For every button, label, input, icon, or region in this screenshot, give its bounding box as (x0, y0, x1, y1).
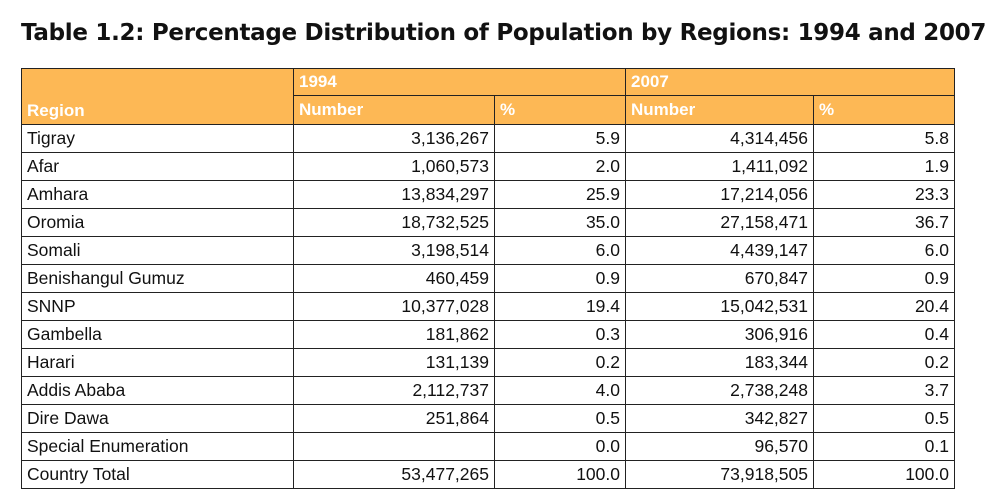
number-2007-cell: 15,042,531 (625, 292, 814, 321)
header-region: Region (21, 68, 294, 125)
number-2007-cell: 1,411,092 (625, 152, 814, 181)
percent-1994-cell: 0.0 (494, 432, 626, 461)
header-year-1994: 1994 (293, 68, 626, 96)
population-table: Region 1994 2007 Number % Number % Tigra… (21, 68, 955, 489)
table-row: Oromia 18,732,525 35.0 27,158,471 36.7 (21, 208, 955, 237)
table-row: Tigray 3,136,267 5.9 4,314,456 5.8 (21, 124, 955, 153)
table-row: Afar 1,060,573 2.0 1,411,092 1.9 (21, 152, 955, 181)
table-row: Country Total 53,477,265 100.0 73,918,505 10… (21, 460, 955, 489)
number-1994-cell: 2,112,737 (293, 376, 495, 405)
region-cell: Addis Ababa (21, 376, 294, 405)
region-cell: Dire Dawa (21, 404, 294, 433)
number-2007-cell: 73,918,505 (625, 460, 814, 489)
number-1994-cell: 1,060,573 (293, 152, 495, 181)
number-1994-cell: 10,377,028 (293, 292, 495, 321)
table-row: SNNP 10,377,028 19.4 15,042,531 20.4 (21, 292, 955, 321)
number-1994-cell: 181,862 (293, 320, 495, 349)
number-1994-cell: 3,136,267 (293, 124, 495, 153)
region-cell: Special Enumeration (21, 432, 294, 461)
number-2007-cell: 4,439,147 (625, 236, 814, 265)
percent-1994-cell: 35.0 (494, 208, 626, 237)
number-1994-cell: 3,198,514 (293, 236, 495, 265)
percent-1994-cell: 0.5 (494, 404, 626, 433)
table-row: Special Enumeration 0.0 96,570 0.1 (21, 432, 955, 461)
table-body: Tigray 3,136,267 5.9 4,314,456 5.8 Afar 1,060,… (21, 124, 955, 489)
header-row-fields: Number % Number % (22, 95, 955, 125)
number-2007-cell: 183,344 (625, 348, 814, 377)
region-cell: Somali (21, 236, 294, 265)
header-number-1994: Number (293, 95, 495, 125)
table-row: Somali 3,198,514 6.0 4,439,147 6.0 (21, 236, 955, 265)
header-percent-1994: % (494, 95, 626, 125)
number-1994-cell: 53,477,265 (293, 460, 495, 489)
number-1994-cell (293, 432, 495, 461)
region-cell: Afar (21, 152, 294, 181)
percent-2007-cell: 3.7 (813, 376, 955, 405)
table-header: Region 1994 2007 Number % Number % (21, 68, 955, 125)
number-1994-cell: 460,459 (293, 264, 495, 293)
percent-2007-cell: 100.0 (813, 460, 955, 489)
percent-2007-cell: 0.9 (813, 264, 955, 293)
header-year-2007: 2007 (625, 68, 955, 96)
number-2007-cell: 96,570 (625, 432, 814, 461)
header-number-2007: Number (625, 95, 814, 125)
table-row: Dire Dawa 251,864 0.5 342,827 0.5 (21, 404, 955, 433)
percent-1994-cell: 19.4 (494, 292, 626, 321)
region-cell: Gambella (21, 320, 294, 349)
percent-1994-cell: 6.0 (494, 236, 626, 265)
number-2007-cell: 2,738,248 (625, 376, 814, 405)
percent-2007-cell: 1.9 (813, 152, 955, 181)
percent-1994-cell: 5.9 (494, 124, 626, 153)
percent-2007-cell: 0.1 (813, 432, 955, 461)
table-row: Gambella 181,862 0.3 306,916 0.4 (21, 320, 955, 349)
number-2007-cell: 670,847 (625, 264, 814, 293)
percent-2007-cell: 36.7 (813, 208, 955, 237)
number-2007-cell: 27,158,471 (625, 208, 814, 237)
percent-2007-cell: 5.8 (813, 124, 955, 153)
region-cell: Harari (21, 348, 294, 377)
region-cell: Benishangul Gumuz (21, 264, 294, 293)
number-1994-cell: 131,139 (293, 348, 495, 377)
number-2007-cell: 306,916 (625, 320, 814, 349)
region-cell: Tigray (21, 124, 294, 153)
header-row-years: Region 1994 2007 (21, 68, 955, 125)
number-1994-cell: 13,834,297 (293, 180, 495, 209)
percent-2007-cell: 0.5 (813, 404, 955, 433)
region-cell: Amhara (21, 180, 294, 209)
percent-1994-cell: 0.9 (494, 264, 626, 293)
percent-2007-cell: 0.4 (813, 320, 955, 349)
number-2007-cell: 4,314,456 (625, 124, 814, 153)
number-1994-cell: 18,732,525 (293, 208, 495, 237)
percent-1994-cell: 0.3 (494, 320, 626, 349)
header-percent-2007: % (813, 95, 955, 125)
table-row: Harari 131,139 0.2 183,344 0.2 (21, 348, 955, 377)
percent-1994-cell: 2.0 (494, 152, 626, 181)
percent-2007-cell: 0.2 (813, 348, 955, 377)
region-cell: SNNP (21, 292, 294, 321)
table-row: Amhara 13,834,297 25.9 17,214,056 23.3 (21, 180, 955, 209)
region-cell: Country Total (21, 460, 294, 489)
table-row: Benishangul Gumuz 460,459 0.9 670,847 0.9 (21, 264, 955, 293)
percent-1994-cell: 0.2 (494, 348, 626, 377)
table-row: Addis Ababa 2,112,737 4.0 2,738,248 3.7 (21, 376, 955, 405)
percent-2007-cell: 6.0 (813, 236, 955, 265)
number-1994-cell: 251,864 (293, 404, 495, 433)
percent-2007-cell: 23.3 (813, 180, 955, 209)
number-2007-cell: 17,214,056 (625, 180, 814, 209)
number-2007-cell: 342,827 (625, 404, 814, 433)
table-title: Table 1.2: Percentage Distribution of Po… (21, 20, 987, 46)
percent-1994-cell: 4.0 (494, 376, 626, 405)
percent-2007-cell: 20.4 (813, 292, 955, 321)
percent-1994-cell: 100.0 (494, 460, 626, 489)
region-cell: Oromia (21, 208, 294, 237)
percent-1994-cell: 25.9 (494, 180, 626, 209)
